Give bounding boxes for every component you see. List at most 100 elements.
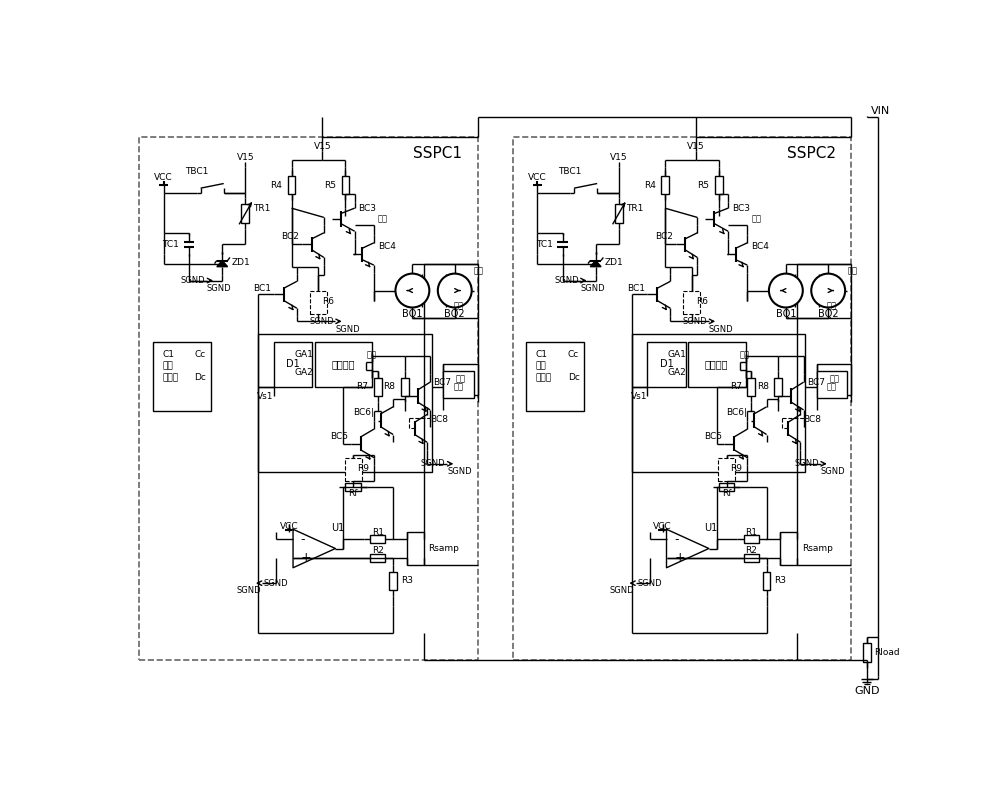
Bar: [389, 571, 397, 590]
Text: R3: R3: [774, 576, 786, 586]
Bar: [512, 137, 851, 660]
Text: TBC1: TBC1: [559, 166, 582, 176]
Circle shape: [395, 274, 429, 308]
Bar: [780, 531, 797, 565]
Text: -: -: [301, 533, 305, 546]
Bar: [661, 176, 669, 195]
Text: 微处理器: 微处理器: [705, 359, 728, 369]
Text: V15: V15: [610, 153, 628, 162]
Text: R9: R9: [357, 464, 369, 473]
Text: SSPC2: SSPC2: [787, 146, 836, 161]
Bar: [310, 290, 327, 314]
Text: TC1: TC1: [536, 240, 553, 249]
Text: SGND: SGND: [181, 276, 205, 285]
Text: TBC1: TBC1: [185, 166, 208, 176]
Text: V15: V15: [236, 153, 254, 162]
Text: R2: R2: [372, 546, 384, 555]
Bar: [288, 176, 295, 195]
Text: +: +: [301, 551, 311, 564]
Text: SGND: SGND: [264, 579, 288, 588]
Text: VCC: VCC: [280, 522, 299, 531]
Text: VCC: VCC: [653, 522, 672, 531]
Text: GA1: GA1: [668, 350, 687, 359]
Text: TC1: TC1: [162, 240, 179, 249]
Text: Rsamp: Rsamp: [429, 544, 459, 553]
Text: GA2: GA2: [294, 368, 313, 378]
Text: D1: D1: [286, 359, 300, 369]
Text: 输入: 输入: [162, 362, 173, 371]
Text: VCC: VCC: [154, 173, 173, 182]
Text: VIN: VIN: [871, 106, 891, 116]
Text: SGND: SGND: [820, 467, 845, 476]
Text: C1: C1: [536, 350, 548, 359]
Text: R8: R8: [383, 382, 395, 391]
Text: R6: R6: [696, 297, 708, 306]
Bar: [443, 363, 478, 395]
Bar: [443, 371, 474, 398]
Text: R1: R1: [745, 528, 757, 537]
Bar: [315, 342, 372, 387]
Text: BC4: BC4: [378, 242, 396, 251]
Bar: [345, 458, 362, 480]
Bar: [719, 483, 734, 491]
Text: 常通: 常通: [378, 214, 388, 224]
Bar: [763, 571, 770, 590]
Text: 常通: 常通: [847, 267, 857, 276]
Bar: [370, 554, 385, 561]
Text: 常通: 常通: [740, 350, 750, 359]
Text: SGND: SGND: [554, 276, 579, 285]
Text: SGND: SGND: [794, 459, 819, 469]
Text: Cc: Cc: [194, 350, 206, 359]
Text: Rf: Rf: [348, 488, 358, 498]
Text: BC6|: BC6|: [726, 408, 747, 418]
Text: BQ1: BQ1: [776, 309, 796, 319]
Text: 常通: 常通: [829, 374, 839, 384]
Bar: [370, 535, 385, 543]
Text: BC7: BC7: [433, 378, 451, 387]
Text: R9: R9: [730, 464, 742, 473]
Text: Rload: Rload: [874, 648, 899, 657]
Bar: [401, 378, 409, 396]
Text: V15: V15: [313, 142, 331, 151]
Text: R5: R5: [698, 181, 710, 189]
Text: V15: V15: [687, 142, 705, 151]
Text: BC4: BC4: [751, 242, 769, 251]
Bar: [718, 458, 735, 480]
Text: BQ2: BQ2: [444, 309, 465, 319]
Polygon shape: [666, 529, 709, 568]
Text: C1: C1: [162, 350, 174, 359]
Text: Vs1: Vs1: [631, 392, 647, 400]
Bar: [683, 290, 700, 314]
Text: SGND: SGND: [335, 324, 360, 334]
Text: BC1: BC1: [253, 283, 271, 293]
Text: 常通: 常通: [474, 267, 484, 276]
Text: SGND: SGND: [580, 283, 605, 293]
Bar: [407, 531, 424, 565]
Text: Dc: Dc: [194, 373, 206, 382]
Text: R4: R4: [644, 181, 656, 189]
Text: R4: R4: [270, 181, 282, 189]
Circle shape: [769, 274, 803, 308]
Polygon shape: [293, 529, 335, 568]
Text: SGND: SGND: [309, 317, 334, 326]
Text: 常通: 常通: [827, 301, 837, 310]
Text: -: -: [674, 533, 679, 546]
Text: 输入: 输入: [536, 362, 546, 371]
Text: SGND: SGND: [421, 459, 446, 469]
Bar: [342, 176, 349, 195]
Text: ZD1: ZD1: [605, 257, 624, 267]
Bar: [817, 363, 851, 395]
Text: BC7: BC7: [807, 378, 825, 387]
Text: BQ1: BQ1: [402, 309, 423, 319]
Text: BC8: BC8: [804, 414, 822, 424]
Text: ZD1: ZD1: [231, 257, 250, 267]
Bar: [647, 342, 686, 387]
Bar: [715, 176, 723, 195]
Text: 控制器: 控制器: [162, 373, 178, 382]
Text: 常通: 常通: [454, 301, 464, 310]
Text: SGND: SGND: [637, 579, 662, 588]
Bar: [274, 342, 312, 387]
Polygon shape: [590, 261, 601, 267]
Text: 常通: 常通: [751, 214, 761, 224]
Text: 常通: 常通: [456, 374, 466, 384]
